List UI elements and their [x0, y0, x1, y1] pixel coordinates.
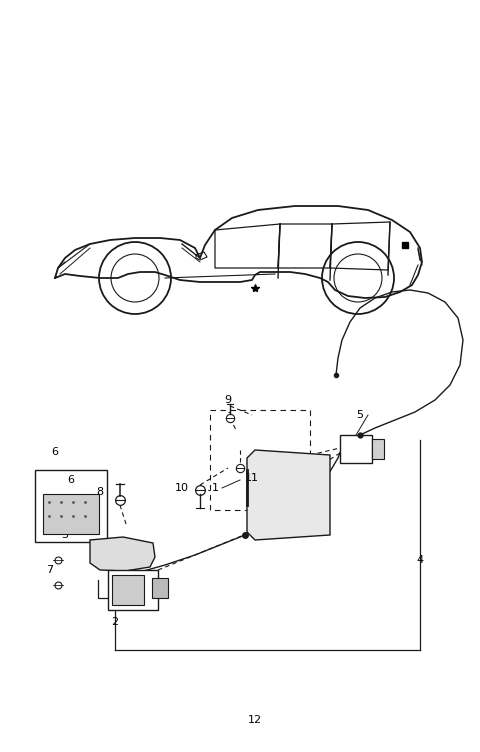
Bar: [112, 575, 144, 605]
Polygon shape: [90, 537, 155, 571]
Text: 7: 7: [47, 565, 54, 575]
Text: 12: 12: [248, 715, 262, 725]
Text: 11: 11: [245, 473, 259, 483]
Text: 2: 2: [111, 617, 119, 627]
Text: 6: 6: [51, 447, 59, 457]
Bar: [43, 494, 99, 534]
Text: 9: 9: [225, 395, 231, 405]
Text: 10: 10: [175, 483, 189, 493]
Polygon shape: [247, 450, 330, 540]
Text: 1: 1: [212, 483, 218, 493]
Bar: [372, 439, 384, 459]
Bar: [108, 570, 158, 610]
Bar: [35, 470, 107, 542]
Text: 3: 3: [61, 530, 69, 540]
Text: 8: 8: [96, 487, 104, 497]
Text: 5: 5: [357, 410, 363, 420]
Text: 4: 4: [417, 555, 423, 565]
Bar: [340, 435, 372, 463]
Text: 6: 6: [68, 475, 74, 485]
Bar: [152, 578, 168, 598]
